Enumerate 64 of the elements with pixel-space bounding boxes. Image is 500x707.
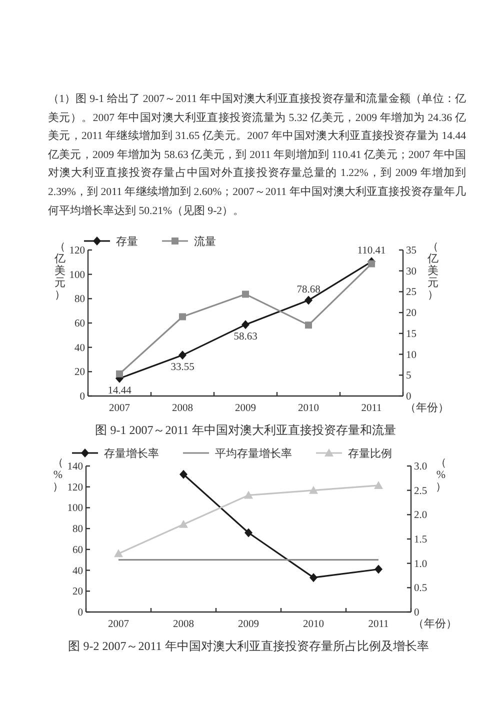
y2-tick-label: 0.5 xyxy=(414,583,428,594)
x-tick-label: 2011 xyxy=(368,619,389,630)
y-tick-label: 20 xyxy=(72,586,83,598)
caption: 图 9-2 2007～2011 年中国对澳大利亚直接投资存量所占比例及增长率 xyxy=(68,639,429,653)
y2-tick-label: 2.5 xyxy=(414,486,428,497)
y-tick-label: 0 xyxy=(80,392,85,402)
y2-tick-label: 25 xyxy=(406,287,416,298)
legend-item: 存量 xyxy=(84,236,138,248)
legend-item: 流量 xyxy=(162,236,216,248)
x-tick-label: 2010 xyxy=(298,403,319,414)
x-axis-title: （年份） xyxy=(405,402,449,414)
legend-label: 存量增长率 xyxy=(104,447,159,460)
y2-tick-label: 30 xyxy=(406,266,416,278)
y-tick-label: 0 xyxy=(78,608,83,618)
y-tick-label: 20 xyxy=(74,367,85,378)
data-label: 78.68 xyxy=(296,284,320,296)
y-tick-label: 60 xyxy=(72,544,83,556)
y-axis-title: （%） xyxy=(52,457,64,493)
y2-tick-label: 1.5 xyxy=(414,534,428,546)
data-label: 58.63 xyxy=(234,332,258,343)
y-tick-label: 100 xyxy=(69,270,85,281)
x-tick-label: 2009 xyxy=(235,403,256,414)
y2-tick-label: 15 xyxy=(406,328,416,340)
y-tick-label: 140 xyxy=(67,462,83,472)
y-tick-label: 80 xyxy=(72,524,83,536)
y-tick-label: 60 xyxy=(74,318,85,330)
legend-item: 存量增长率 xyxy=(72,448,159,460)
y-tick-label: 120 xyxy=(67,482,83,494)
y2-tick-label: 35 xyxy=(406,246,416,256)
legend-label: 存量 xyxy=(116,236,138,248)
legend-item: 平均存量增长率 xyxy=(183,448,292,460)
legend-label: 流量 xyxy=(194,235,216,248)
x-tick-label: 2007 xyxy=(109,403,130,414)
y2-axis-title: （%） xyxy=(436,457,446,493)
y2-tick-label: 0 xyxy=(406,392,412,402)
y2-tick-label: 0 xyxy=(414,608,420,618)
x-tick-label: 2008 xyxy=(173,619,194,630)
data-label: 14.44 xyxy=(108,385,132,396)
text: （1）图 9-1 给出了 2007～2011 年中国对澳大利亚直接投资存量和流量金额（单位：亿美元）。2007 年中国对澳大利亚直接投资流量为 5.32 亿美元，2009 年增加为 24.36 亿美元，2011 年继续增加到 31.65 亿美元。2007 年中国对澳大利亚直接投资存量为 14.44 亿美元，2009 年增加为 58.63 亿美元，到 2011 年则增加到 110.41 亿美元；2007 年中国对澳大利亚直接投资存量占中国对外直接投资存量总量的 1.22%，到 2009 年增加到 2.39%，到 2011 年继续增加到 2.60%；2007～2011 年中国对澳大利亚直接投资存量年几何平均增长率达到 50.21%（见图 9-2）。 xyxy=(48,92,466,219)
legend-item: 存量比例 xyxy=(316,448,392,460)
y2-axis-title: （亿美元） xyxy=(426,241,438,301)
caption: 图 9-1 2007～2011 年中国对澳大利亚直接投资存量和流量 xyxy=(95,423,396,437)
x-tick-label: 2008 xyxy=(172,403,193,414)
y2-tick-label: 20 xyxy=(406,308,416,320)
legend-label: 平均存量增长率 xyxy=(215,447,292,460)
x-tick-label: 2007 xyxy=(108,619,129,630)
y-tick-label: 100 xyxy=(67,503,83,514)
y-tick-label: 40 xyxy=(74,342,85,354)
x-tick-label: 2010 xyxy=(303,619,324,630)
y-axis-title: （亿美元） xyxy=(54,241,66,301)
data-label: 33.55 xyxy=(170,362,194,374)
y2-tick-label: 5 xyxy=(406,370,412,382)
x-tick-label: 2011 xyxy=(361,403,382,414)
y-tick-label: 80 xyxy=(74,294,85,306)
y-tick-label: 40 xyxy=(72,566,83,577)
y2-tick-label: 2.0 xyxy=(414,510,428,522)
y2-tick-label: 10 xyxy=(406,350,416,361)
data-label: 110.41 xyxy=(357,246,386,257)
y2-tick-label: 3.0 xyxy=(414,462,428,472)
x-tick-label: 2009 xyxy=(238,619,259,630)
legend-label: 存量比例 xyxy=(348,447,392,460)
y2-tick-label: 1.0 xyxy=(414,558,428,570)
x-axis-title: （年份） xyxy=(413,618,457,630)
y-tick-label: 120 xyxy=(69,246,85,256)
